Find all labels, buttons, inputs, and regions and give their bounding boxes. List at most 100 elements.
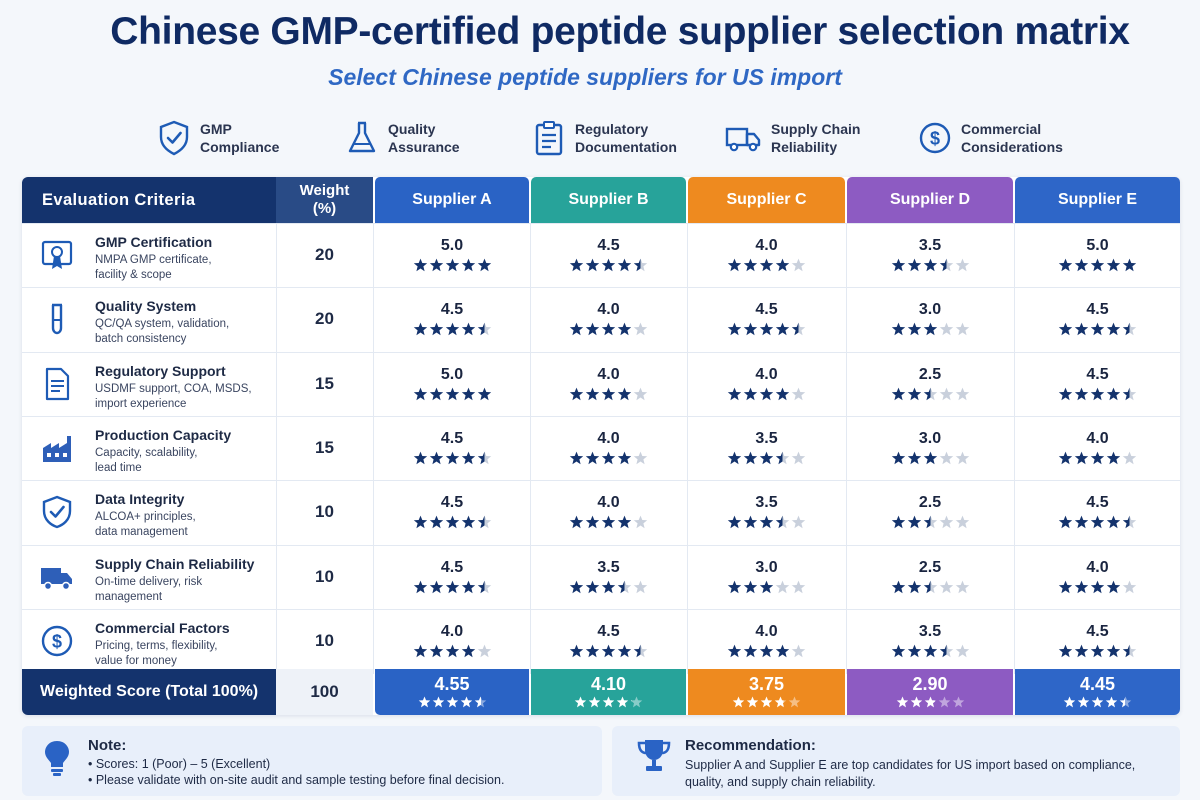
score-cell-supplier-b: 4.0: [531, 288, 686, 352]
star-icon: [1122, 515, 1137, 529]
svg-text:$: $: [930, 129, 940, 149]
criterion-weight: 10: [315, 567, 334, 586]
score-cell-supplier-b: 4.0: [531, 481, 686, 545]
star-icon: [585, 580, 600, 594]
star-icon: [477, 644, 491, 658]
score-cell-supplier-a: 4.5: [375, 481, 529, 545]
criterion-description-line2: import experience: [95, 398, 187, 410]
table-row: Production Capacity Capacity, scalability…: [22, 416, 1180, 481]
star-icon: [569, 387, 584, 401]
star-rating: [847, 322, 1013, 336]
star-icon: [891, 258, 905, 272]
star-icon: [461, 580, 475, 594]
star-rating: [1015, 387, 1180, 401]
score-value: 4.5: [597, 237, 620, 254]
column-divider: [846, 610, 847, 674]
star-icon: [923, 258, 937, 272]
score-cell-supplier-c: 3.0: [688, 546, 845, 610]
star-icon: [569, 258, 584, 272]
category-commercial-considerations: $ Commercial Considerations: [919, 120, 1063, 156]
score-cell-supplier-e: 4.5: [1015, 481, 1180, 545]
star-icon: [445, 387, 459, 401]
criterion-description-line2: facility & scope: [95, 269, 172, 281]
weighted-score-supplier-c: 3.75: [688, 669, 845, 715]
column-divider: [373, 417, 374, 481]
star-icon: [774, 696, 787, 708]
star-icon: [1058, 580, 1073, 594]
star-icon: [891, 387, 905, 401]
lightbulb-icon: [45, 741, 69, 776]
category-label-line1: Supply Chain: [771, 121, 861, 137]
star-icon: [1122, 580, 1137, 594]
column-divider: [687, 546, 688, 610]
star-icon: [891, 515, 905, 529]
criterion-description-line2: management: [95, 591, 163, 603]
category-label-line2: Documentation: [575, 139, 677, 155]
star-icon: [429, 451, 443, 465]
column-divider: [846, 288, 847, 352]
score-value: 4.0: [597, 430, 620, 447]
category-quality-assurance: Quality Assurance: [346, 120, 533, 156]
star-icon: [1074, 580, 1089, 594]
score-cell-supplier-c: 4.5: [688, 288, 845, 352]
star-icon: [569, 580, 584, 594]
star-icon: [461, 387, 475, 401]
star-icon: [429, 515, 443, 529]
star-icon: [1106, 515, 1121, 529]
star-icon: [891, 451, 905, 465]
star-icon: [633, 258, 648, 272]
score-cell-supplier-d: 2.5: [847, 546, 1013, 610]
star-icon: [585, 644, 600, 658]
score-cell-supplier-a: 5.0: [375, 353, 529, 417]
star-icon: [791, 515, 806, 529]
star-icon: [1058, 258, 1073, 272]
star-icon: [791, 451, 806, 465]
star-icon: [775, 451, 790, 465]
star-rating: [531, 515, 686, 529]
star-rating: [375, 387, 529, 401]
star-icon: [569, 322, 584, 336]
star-icon: [907, 515, 921, 529]
star-icon: [1106, 258, 1121, 272]
supplier-d-header: Supplier D: [847, 177, 1013, 223]
star-rating: [531, 580, 686, 594]
score-value: 4.5: [755, 301, 778, 318]
star-icon: [616, 696, 629, 708]
score-value: 5.0: [1086, 237, 1109, 254]
star-icon: [445, 644, 459, 658]
weight-header-line1: Weight: [299, 182, 350, 199]
criterion-description-line1: On-time delivery, risk: [95, 576, 203, 588]
weighted-score-value: 4.10: [590, 674, 627, 694]
star-icon: [601, 451, 616, 465]
score-cell-supplier-e: 4.0: [1015, 417, 1180, 481]
score-cell-supplier-b: 4.0: [531, 417, 686, 481]
star-icon: [955, 451, 969, 465]
star-icon: [775, 322, 790, 336]
star-icon: [602, 696, 615, 708]
page-title: Chinese GMP-certified peptide supplier s…: [110, 10, 1130, 53]
star-icon: [477, 451, 491, 465]
score-value: 4.5: [597, 623, 620, 640]
star-icon: [413, 580, 427, 594]
criterion-weight: 10: [315, 502, 334, 521]
column-divider: [276, 353, 277, 417]
column-divider: [530, 288, 531, 352]
shield-check-icon: [40, 495, 74, 529]
star-icon: [633, 580, 648, 594]
star-icon: [461, 258, 475, 272]
star-icon: [907, 322, 921, 336]
score-cell-supplier-c: 3.5: [688, 481, 845, 545]
column-divider: [530, 481, 531, 545]
star-rating: [1015, 644, 1180, 658]
column-divider: [1014, 417, 1015, 481]
star-icon: [617, 451, 632, 465]
star-icon: [1058, 515, 1073, 529]
total-weight: 100: [276, 669, 373, 715]
score-value: 2.5: [918, 559, 942, 576]
criterion-name: GMP Certification: [95, 234, 213, 250]
selection-matrix-table: Evaluation Criteria Weight (%) Supplier A…: [22, 177, 1180, 715]
star-icon: [588, 696, 601, 708]
criterion-description-line1: USDMF support, COA, MSDS,: [95, 383, 252, 395]
weighted-score-supplier-a: 4.55: [375, 669, 529, 715]
star-icon: [413, 451, 427, 465]
